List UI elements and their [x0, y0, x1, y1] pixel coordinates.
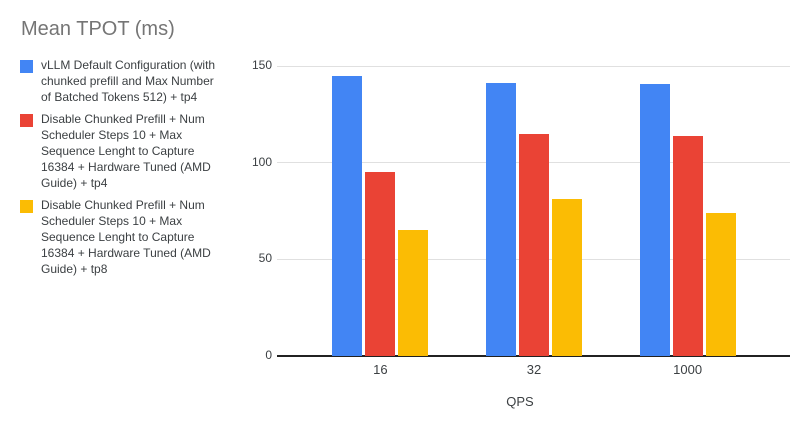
bar-series3-qps1000 — [705, 212, 736, 356]
gridline — [277, 65, 790, 67]
x-tick-label: 32 — [526, 362, 542, 377]
bar-series2-qps1000 — [672, 135, 703, 356]
legend-swatch-icon — [20, 200, 33, 213]
bar-series1-qps16 — [332, 75, 363, 356]
x-axis-title: QPS — [506, 394, 534, 409]
legend: vLLM Default Configuration (with chunked… — [20, 57, 225, 283]
y-tick-label: 50 — [258, 251, 272, 266]
legend-swatch-icon — [20, 60, 33, 73]
legend-item: Disable Chunked Prefill + Num Scheduler … — [20, 111, 225, 191]
bar-series3-qps16 — [398, 230, 429, 356]
legend-label: vLLM Default Configuration (with chunked… — [41, 58, 216, 104]
bar-series2-qps32 — [519, 133, 549, 356]
y-tick-label: 100 — [251, 154, 272, 169]
x-tick-label: 16 — [373, 362, 388, 377]
y-tick-label: 150 — [251, 58, 272, 72]
legend-item: vLLM Default Configuration (with chunked… — [20, 57, 225, 105]
bar-series1-qps32 — [486, 83, 516, 356]
bar-series1-qps1000 — [639, 84, 670, 356]
bar-series2-qps16 — [365, 172, 396, 356]
bar-series3-qps32 — [552, 199, 582, 356]
chart-title: Mean TPOT (ms) — [21, 18, 175, 40]
x-tick-label: 1000 — [673, 362, 703, 377]
legend-label: Disable Chunked Prefill + Num Scheduler … — [41, 198, 211, 276]
legend-item: Disable Chunked Prefill + Num Scheduler … — [20, 197, 225, 277]
legend-swatch-icon — [20, 114, 33, 127]
legend-label: Disable Chunked Prefill + Num Scheduler … — [41, 112, 211, 190]
y-tick-label: 0 — [265, 348, 272, 362]
